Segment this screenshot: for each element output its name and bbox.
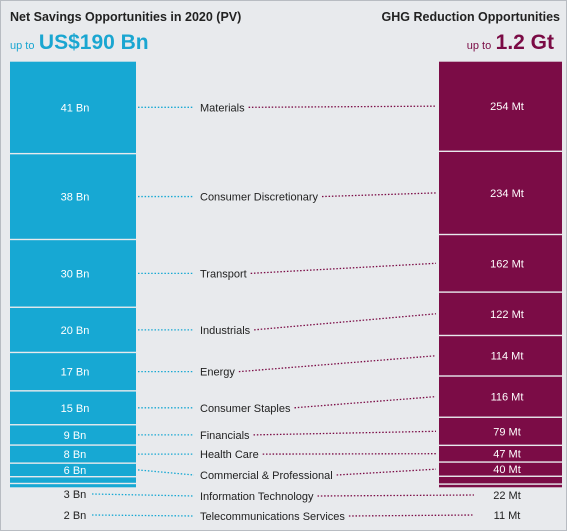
ghg-connector-financials: [253, 430, 437, 436]
ghg-bar-commercial-and-professional: [439, 462, 562, 476]
ghg-connector-consumer-staples: [294, 395, 437, 409]
ghg-connector-industrials: [254, 313, 437, 331]
ghg-total-value: 1.2 Gt: [495, 31, 554, 54]
category-label-consumer-staples: Consumer Staples: [200, 403, 291, 415]
category-label-consumer-discretionary: Consumer Discretionary: [200, 192, 318, 204]
savings-bar-telecommunications-services: [10, 484, 136, 488]
category-label-commercial-and-professional: Commercial & Professional: [200, 470, 333, 482]
savings-bar-consumer-discretionary: [10, 154, 136, 239]
savings-connector-information-technology: [91, 493, 195, 497]
ghg-bar-materials: [439, 61, 562, 151]
savings-value-commercial-and-professional: 6 Bn: [64, 465, 87, 477]
ghg-bar-financials: [439, 417, 562, 445]
savings-value-financials: 9 Bn: [64, 430, 87, 442]
ghg-bar-energy: [439, 336, 562, 376]
savings-bar-energy: [10, 353, 136, 391]
ghg-bar-industrials: [439, 292, 562, 335]
savings-connector-telecommunications-services: [91, 514, 195, 517]
ghg-value-commercial-and-professional: 40 Mt: [493, 464, 521, 476]
ghg-value-health-care: 47 Mt: [493, 449, 521, 461]
ghg-connector-materials: [248, 105, 437, 108]
category-label-materials: Materials: [200, 102, 245, 114]
category-label-financials: Financials: [200, 430, 250, 442]
savings-bar-financials: [10, 425, 136, 445]
savings-value-consumer-staples: 15 Bn: [61, 403, 90, 415]
savings-bar-industrials: [10, 307, 136, 352]
ghg-value-consumer-staples: 116 Mt: [491, 392, 524, 404]
category-label-information-technology: Information Technology: [200, 491, 314, 503]
savings-value-industrials: 20 Bn: [61, 325, 90, 337]
ghg-connector-energy: [238, 355, 437, 373]
savings-value-information-technology: 3 Bn: [64, 489, 87, 501]
ghg-bar-consumer-discretionary: [439, 152, 562, 234]
savings-bar-commercial-and-professional: [10, 463, 136, 477]
ghg-bar-consumer-staples: [439, 376, 562, 417]
ghg-bar-health-care: [439, 446, 562, 462]
ghg-value-energy: 114 Mt: [491, 351, 524, 363]
category-label-industrials: Industrials: [200, 325, 251, 337]
category-label-energy: Energy: [200, 367, 235, 379]
ghg-bar-transport: [439, 235, 562, 292]
ghg-value-financials: 79 Mt: [493, 426, 521, 438]
ghg-value-transport: 162 Mt: [490, 258, 524, 270]
savings-value-consumer-discretionary: 38 Bn: [61, 192, 90, 204]
ghg-value-information-technology: 22 Mt: [493, 490, 521, 502]
ghg-value-telecommunications-services: 11 Mt: [494, 510, 521, 522]
ghg-value-industrials: 122 Mt: [490, 309, 524, 321]
ghg-connector-telecommunications-services: [348, 514, 475, 517]
ghg-bar-information-technology: [439, 476, 562, 484]
ghg-connector-consumer-discretionary: [321, 192, 437, 198]
ghg-bar-telecommunications-services: [439, 484, 562, 488]
savings-bar-materials: [10, 61, 136, 153]
savings-value-health-care: 8 Bn: [64, 449, 87, 461]
ghg-total-prefix: up to: [466, 40, 492, 52]
savings-value-energy: 17 Bn: [61, 367, 90, 379]
savings-total-value: US$190 Bn: [38, 31, 149, 54]
category-label-telecommunications-services: Telecommunications Services: [200, 511, 345, 523]
category-label-transport: Transport: [200, 268, 247, 280]
savings-value-materials: 41 Bn: [61, 102, 90, 114]
savings-value-transport: 30 Bn: [61, 268, 90, 280]
savings-total-prefix: up to: [10, 40, 35, 52]
savings-bar-consumer-staples: [10, 391, 136, 425]
savings-bar-health-care: [10, 445, 136, 463]
ghg-title: GHG Reduction Opportunities: [381, 10, 560, 24]
savings-title: Net Savings Opportunities in 2020 (PV): [10, 10, 242, 24]
savings-bar-transport: [10, 240, 136, 307]
ghg-connector-transport: [250, 262, 437, 275]
category-label-health-care: Health Care: [200, 449, 259, 461]
ghg-value-consumer-discretionary: 234 Mt: [490, 188, 524, 200]
savings-total: up to US$190 Bn: [10, 31, 149, 55]
ghg-total: up to 1.2 Gt: [467, 31, 554, 55]
ghg-connector-commercial-and-professional: [336, 468, 437, 476]
savings-connector-commercial-and-professional: [137, 469, 195, 476]
ghg-value-materials: 254 Mt: [490, 101, 524, 113]
savings-value-telecommunications-services: 2 Bn: [64, 510, 87, 522]
ghg-connector-information-technology: [317, 494, 475, 497]
savings-bar-information-technology: [10, 477, 136, 483]
